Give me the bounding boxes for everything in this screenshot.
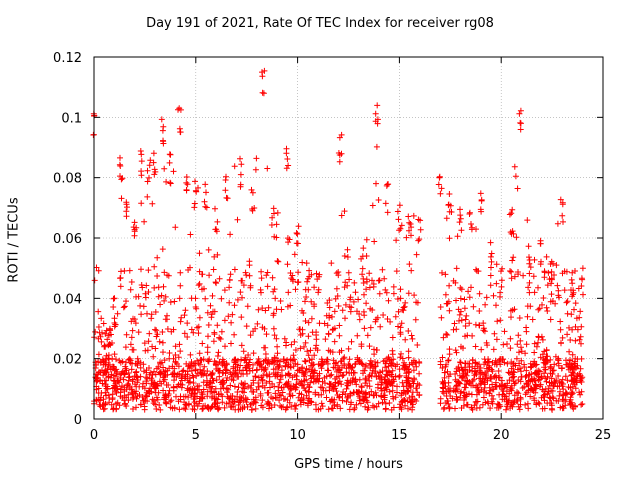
y-tick-label: 0.02 (53, 353, 82, 368)
y-tick-label: 0.1 (61, 111, 82, 126)
x-tick-label: 10 (289, 428, 306, 443)
y-axis-label: ROTI / TECUs (6, 197, 22, 283)
x-tick-label: 25 (595, 428, 612, 443)
data-points (90, 67, 586, 413)
x-axis-label: GPS time / hours (294, 457, 403, 472)
x-tick-label: 20 (493, 428, 510, 443)
y-tick-label: 0.04 (53, 292, 82, 307)
roti-points (90, 67, 586, 413)
x-tick-label: 0 (90, 428, 98, 443)
y-tick-label: 0 (74, 413, 82, 428)
y-tick-label: 0.08 (53, 172, 82, 187)
axis-ticks: 0 5 10 15 20 25 0 0.02 0.04 0.06 0.08 0.1 0.12 (53, 51, 611, 443)
chart-title: Day 191 of 2021, Rate Of TEC Index for r… (146, 16, 494, 31)
y-tick-label: 0.12 (53, 51, 82, 66)
x-tick-label: 5 (192, 428, 200, 443)
x-tick-label: 15 (391, 428, 408, 443)
y-tick-label: 0.06 (53, 232, 82, 247)
